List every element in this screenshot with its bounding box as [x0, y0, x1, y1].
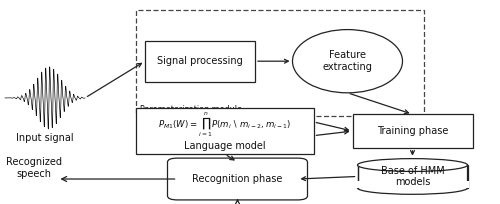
- Text: Feature
extracting: Feature extracting: [322, 50, 372, 72]
- Text: $P_{M1}(W)=\prod_{i=1}^{n}P(m_i\setminus m_{i-2},m_{i-1})$: $P_{M1}(W)=\prod_{i=1}^{n}P(m_i\setminus…: [158, 111, 292, 139]
- Text: Language model: Language model: [184, 141, 266, 151]
- Text: Training phase: Training phase: [377, 126, 448, 136]
- Text: Recognition phase: Recognition phase: [192, 174, 282, 184]
- Ellipse shape: [358, 159, 468, 171]
- Text: Input signal: Input signal: [16, 133, 74, 143]
- Ellipse shape: [358, 182, 468, 194]
- FancyBboxPatch shape: [136, 108, 314, 154]
- FancyBboxPatch shape: [168, 158, 308, 200]
- FancyBboxPatch shape: [145, 41, 255, 82]
- Text: Signal processing: Signal processing: [157, 56, 243, 66]
- Text: Parameterization module: Parameterization module: [140, 105, 242, 114]
- Bar: [358, 165, 468, 188]
- FancyBboxPatch shape: [352, 114, 472, 148]
- Text: Recognized
speech: Recognized speech: [6, 157, 62, 178]
- Bar: [356, 182, 469, 188]
- Text: Base of HMM
models: Base of HMM models: [380, 166, 444, 187]
- Ellipse shape: [292, 30, 403, 93]
